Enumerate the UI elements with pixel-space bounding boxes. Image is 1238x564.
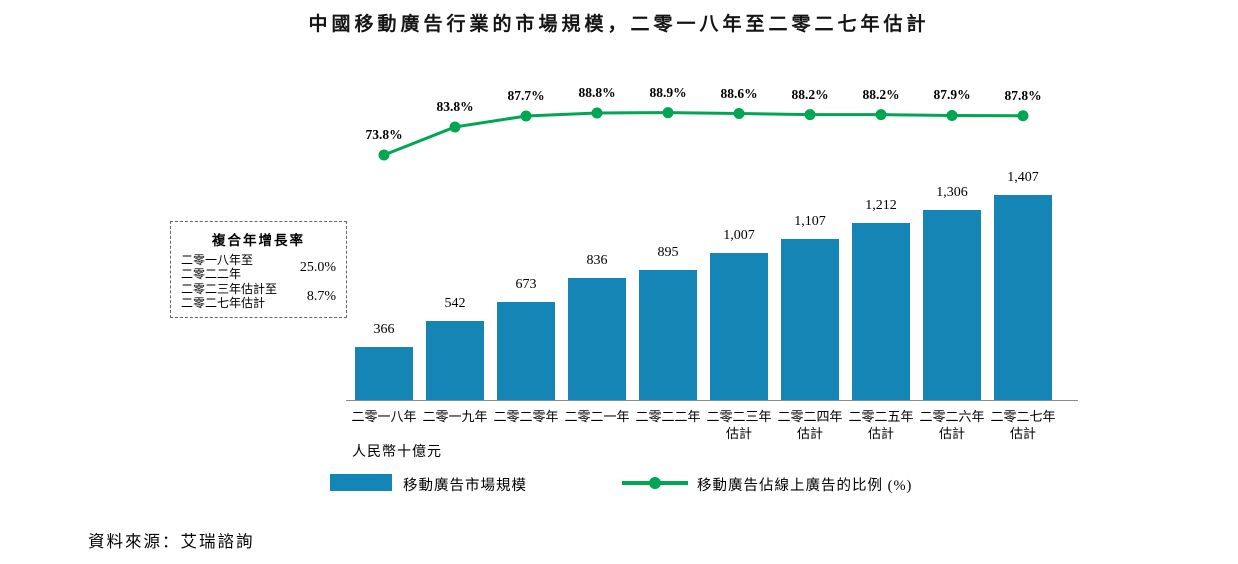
line-point [378,149,390,161]
x-axis-label: 二零二三年 估計 [706,409,772,441]
bar-value-label: 836 [586,253,608,269]
x-axis-label: 二零一八年 [351,409,417,424]
cagr-row-1-label-line-1: 二零一八年至 [181,253,254,267]
line-point [875,109,887,121]
line-path [383,111,1024,157]
line-value-label: 88.6% [720,85,758,101]
cagr-box-title: 複合年增長率 [212,233,305,248]
bar-value-label: 1,007 [723,228,755,244]
chart-title: 中國移動廣告行業的市場規模，二零一八年至二零二七年估計 [308,14,930,35]
bar-8 [852,223,910,400]
line-value-label: 87.9% [933,87,971,103]
cagr-row-2-value: 8.7% [306,288,336,304]
bar-7 [781,238,839,400]
bar-value-label: 673 [515,276,537,292]
line-point [520,110,532,122]
legend-bar-swatch [330,474,392,491]
line-value-label: 88.2% [791,86,829,102]
x-axis-line [346,400,1078,401]
bar-value-label: 1,306 [936,184,968,200]
cagr-row-1-value: 25.0% [299,259,336,275]
cagr-row-2: 二零二三年估計至 二零二七年估計 8.7% [181,282,336,310]
bar-1 [355,346,413,400]
bar-10 [994,195,1052,400]
bar-value-label: 1,407 [1007,170,1039,185]
legend-bar-label: 移動廣告市場規模 [403,478,527,494]
line-value-label: 83.8% [436,98,474,114]
line-value-label: 87.8% [1004,87,1042,103]
bar-value-label: 366 [373,321,395,337]
line-point [1017,110,1029,122]
bar-5 [639,269,697,400]
x-axis-label: 二零二四年 估計 [777,409,843,441]
x-axis-label: 二零二五年 估計 [848,409,914,441]
bar-2 [426,321,484,400]
cagr-row-1-label-line-2: 二零二二年 [181,266,242,281]
bar-6 [710,253,768,400]
bar-3 [497,301,555,400]
legend-line-swatch [622,471,688,495]
line-point [449,121,461,133]
bar-value-label: 542 [444,296,466,312]
legend-line-swatch-dot [649,477,661,489]
line-value-label: 88.2% [862,86,900,102]
cagr-row-2-label-line-2: 二零二七年估計 [181,295,266,310]
bar-value-label: 1,212 [865,198,897,214]
cagr-row-1: 二零一八年至 二零二二年 25.0% [181,253,336,281]
source-note: 資料來源：艾瑞諮詢 [88,532,255,551]
line-point [946,109,958,121]
legend-line-label: 移動廣告佔線上廣告的比例 (%) [697,478,913,494]
bar-value-label: 895 [657,244,679,260]
cagr-row-1-label: 二零一八年至 二零二二年 [181,253,254,281]
cagr-row-2-label: 二零二三年估計至 二零二七年估計 [181,282,278,310]
line-value-label: 87.7% [507,88,545,104]
cagr-box: 複合年增長率 二零一八年至 二零二二年 25.0% 二零二三年估計至 二零二七年… [170,221,347,318]
line-point [662,107,674,119]
x-axis-label: 二零二七年 估計 [990,409,1056,441]
bar-4 [568,278,626,400]
x-axis-label: 二零一九年 [422,409,488,424]
line-point [804,109,816,121]
bar-value-label: 1,107 [794,213,826,229]
line-value-label: 88.8% [578,84,616,100]
line-value-label: 73.8% [365,126,403,142]
x-axis-label: 二零二二年 [635,409,701,424]
x-axis-label: 二零二零年 [493,409,559,424]
y-axis-unit-label: 人民幣十億元 [352,445,442,460]
line-value-label: 88.9% [649,84,687,100]
chart-legend: 移動廣告市場規模 移動廣告佔線上廣告的比例 (%) [0,471,1238,497]
x-axis-label: 二零二一年 [564,409,630,424]
bar-9 [923,209,981,400]
x-axis-label: 二零二六年 估計 [919,409,985,441]
line-point [733,108,745,120]
line-point [591,107,603,119]
cagr-row-2-label-line-1: 二零二三年估計至 [181,282,278,296]
